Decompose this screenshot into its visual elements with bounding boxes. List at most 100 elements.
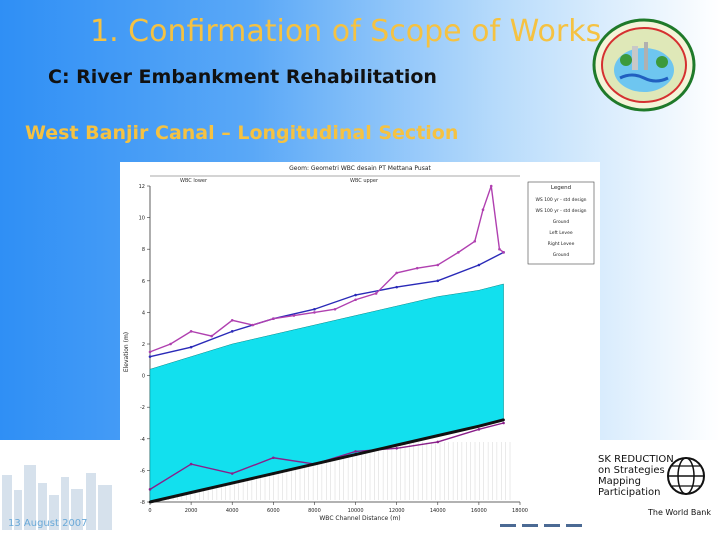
x-tick-label: 18000: [512, 508, 528, 514]
data-point: [477, 424, 481, 428]
data-point: [189, 462, 193, 466]
data-point: [481, 208, 485, 211]
x-tick-label: 2000: [185, 508, 198, 514]
data-point: [354, 450, 357, 453]
data-point: [272, 472, 275, 475]
y-tick-label: 0: [142, 374, 145, 380]
data-point: [498, 247, 501, 251]
data-point: [189, 491, 193, 494]
data-point: [395, 446, 398, 450]
chart-legend: Legend WS 100 yr - std design WS 100 yr …: [527, 181, 595, 265]
data-point: [354, 298, 357, 302]
slide-title: 1. Confirmation of Scope of Works: [90, 14, 602, 49]
x-tick-label: 6000: [267, 508, 280, 514]
city-skyline-icon: [2, 465, 112, 530]
series-line: [149, 422, 504, 490]
x-tick-label: 4000: [226, 508, 239, 514]
y-tick-label: -4: [140, 437, 145, 443]
data-point: [292, 314, 296, 317]
data-point: [251, 323, 255, 327]
data-point: [436, 263, 440, 267]
data-point: [457, 251, 460, 254]
data-point: [148, 500, 152, 504]
side-text-line: on Strategies: [598, 465, 665, 476]
data-point: [502, 251, 505, 254]
reach-label-lower: WBC lower: [180, 178, 208, 184]
y-tick-label: 4: [142, 310, 145, 316]
footer-dash: [544, 524, 560, 527]
world-bank-globe-icon: [667, 457, 705, 495]
chart-title: Geom: Geometri WBC desain PT Mettana Pus…: [289, 165, 431, 172]
data-point: [436, 279, 440, 283]
data-point: [230, 319, 234, 322]
y-tick-label: -6: [140, 468, 145, 474]
legend-entry: Right Levee: [548, 241, 575, 247]
data-point: [189, 330, 193, 333]
data-point: [210, 334, 213, 338]
y-axis-label: Elevation (m): [123, 332, 130, 372]
data-point: [395, 285, 398, 289]
slide-subtitle: C: River Embankment Rehabilitation: [48, 66, 437, 88]
y-tick-label: 2: [142, 342, 145, 348]
data-point: [374, 292, 378, 295]
data-point: [354, 293, 357, 297]
y-tick-label: 12: [139, 184, 145, 190]
x-tick-label: 0: [148, 508, 151, 514]
data-point: [169, 342, 172, 346]
data-point: [313, 307, 316, 311]
data-point: [415, 266, 419, 270]
data-point: [313, 462, 316, 466]
data-point: [148, 350, 152, 354]
data-point: [502, 421, 505, 425]
chart-svg: Geom: Geometri WBC desain PT Mettana Pus…: [120, 162, 600, 527]
data-point: [436, 434, 440, 437]
side-text-line: Mapping: [598, 476, 641, 487]
data-point: [313, 311, 316, 314]
legend-entry: Left Levee: [549, 230, 573, 236]
x-tick-label: 16000: [471, 508, 487, 514]
footer-dash: [522, 524, 538, 527]
world-bank-label: The World Bank: [648, 508, 711, 517]
side-text-line: Participation: [598, 487, 661, 498]
data-point: [230, 330, 234, 333]
y-tick-label: -8: [140, 500, 145, 506]
footer-date: 13 August 2007: [8, 518, 88, 529]
longitudinal-section-chart: Geom: Geometri WBC desain PT Mettana Pus…: [120, 162, 600, 527]
data-point: [354, 453, 357, 456]
footer-dash: [566, 524, 582, 527]
legend-entry: Ground: [553, 219, 570, 225]
series-line: [149, 251, 504, 358]
legend-title: Legend: [551, 185, 571, 191]
x-axis-label: WBC Channel Distance (m): [319, 515, 400, 522]
section-heading: West Banjir Canal – Longitudinal Section: [25, 122, 459, 144]
data-point: [148, 488, 152, 491]
disaster-risk-reduction-text: SK REDUCTION on Strategies Mapping Parti…: [598, 455, 674, 499]
y-tick-label: 6: [142, 279, 145, 285]
legend-entry: Ground: [553, 252, 570, 258]
data-point: [436, 440, 440, 444]
data-point: [272, 456, 275, 460]
data-point: [477, 428, 481, 431]
data-point: [502, 418, 505, 422]
data-point: [489, 184, 493, 188]
data-point: [272, 317, 275, 321]
x-tick-label: 14000: [430, 508, 446, 514]
data-point: [333, 307, 337, 311]
data-point: [189, 345, 193, 349]
x-tick-label: 8000: [308, 508, 321, 514]
jakarta-flood-team-logo: [592, 18, 696, 112]
data-point: [477, 263, 481, 267]
data-point: [230, 481, 234, 485]
y-tick-label: 10: [139, 216, 145, 222]
reach-label-upper: WBC upper: [350, 178, 379, 184]
legend-entry: WS 100 yr - std design: [535, 197, 586, 203]
data-point: [230, 472, 234, 475]
series-line: [149, 418, 504, 504]
x-tick-label: 10000: [348, 508, 364, 514]
footer-dash: [500, 524, 516, 527]
data-point: [395, 271, 398, 275]
legend-entry: WS 100 yr - std design: [535, 208, 586, 214]
data-point: [148, 355, 152, 358]
y-tick-label: 8: [142, 247, 145, 253]
